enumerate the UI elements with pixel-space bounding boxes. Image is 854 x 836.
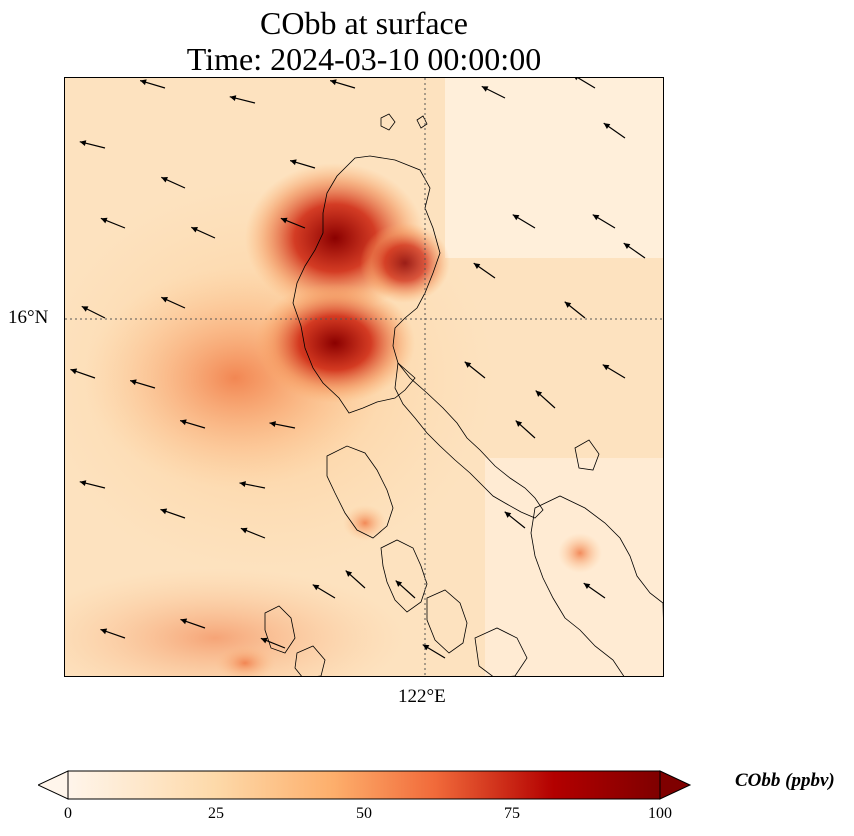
wind-arrow-head — [161, 177, 168, 183]
wind-arrow-head — [473, 263, 481, 269]
plume-core-central — [255, 283, 415, 403]
wind-arrow-head — [623, 243, 631, 249]
wind-arrow-head — [260, 637, 268, 644]
colorbar-extend-max — [659, 770, 692, 800]
wind-arrow-head — [100, 628, 108, 635]
colorbar-tick-75: 75 — [504, 805, 520, 822]
colorbar-gradient — [67, 770, 661, 800]
plume-spot-2 — [558, 533, 602, 573]
wind-arrow-head — [512, 214, 520, 221]
wind-arrow-head — [592, 214, 600, 221]
wind-arrow-head — [70, 368, 78, 375]
coastline-luzon — [264, 113, 663, 676]
wind-arrow-head — [100, 217, 108, 224]
title: CObb at surface — [260, 5, 468, 41]
wind-arrow-head — [269, 421, 276, 428]
wind-arrow-head — [395, 580, 403, 587]
wind-arrow-shaft — [577, 78, 596, 89]
wind-arrow-head — [330, 79, 337, 86]
wind-arrow-head — [161, 297, 168, 303]
wind-arrow-head — [290, 159, 297, 166]
wind-arrow-head — [602, 364, 610, 371]
wind-arrow-head — [603, 123, 611, 129]
wind-arrow-head — [312, 584, 320, 591]
wind-arrow-head — [280, 217, 288, 224]
wind-arrow-head — [180, 419, 187, 426]
lat-label: 16°N — [8, 307, 49, 328]
map-panel[interactable] — [64, 77, 664, 677]
wind-arrow-head — [464, 361, 472, 368]
wind-arrow-head — [422, 644, 430, 651]
wind-arrow-head — [574, 78, 578, 81]
plume-spot-1 — [343, 505, 387, 541]
colorbar — [38, 770, 692, 800]
colorbar-tick-100: 100 — [648, 805, 672, 822]
wind-arrow-head — [140, 79, 147, 86]
wind-arrow-head — [239, 481, 246, 488]
map-canvas — [65, 78, 663, 676]
wind-arrow-head — [481, 86, 489, 92]
wind-arrow-head — [160, 508, 168, 515]
wind-arrow-head — [79, 140, 87, 147]
wind-arrow-head — [180, 618, 188, 625]
wind-arrow-head — [515, 420, 523, 427]
colorbar-tick-25: 25 — [208, 805, 224, 822]
wind-arrow-head — [535, 390, 543, 397]
wind-arrow-head — [130, 379, 137, 386]
wind-arrow-head — [79, 480, 87, 487]
plume-spot-3 — [215, 645, 275, 676]
colorbar-tick-50: 50 — [356, 805, 372, 822]
wind-arrow-head — [240, 527, 248, 534]
wind-arrow-head — [504, 511, 512, 518]
colorbar-extend-min — [38, 770, 69, 800]
wind-arrow-head — [345, 570, 353, 577]
lon-label: 122°E — [398, 686, 446, 707]
wind-arrow-head — [583, 583, 591, 589]
wind-arrow-head — [191, 227, 198, 233]
wind-arrow-head — [81, 306, 89, 312]
wind-vectors — [70, 78, 646, 659]
colorbar-label: CObb (ppbv) — [735, 770, 835, 791]
plume-south — [65, 568, 405, 676]
wind-arrow-head — [229, 95, 237, 102]
wind-arrow-head — [564, 301, 572, 308]
plume-core-east — [360, 223, 450, 303]
subtitle: Time: 2024-03-10 00:00:00 — [186, 41, 542, 77]
colorbar-tick-0: 0 — [64, 805, 72, 822]
